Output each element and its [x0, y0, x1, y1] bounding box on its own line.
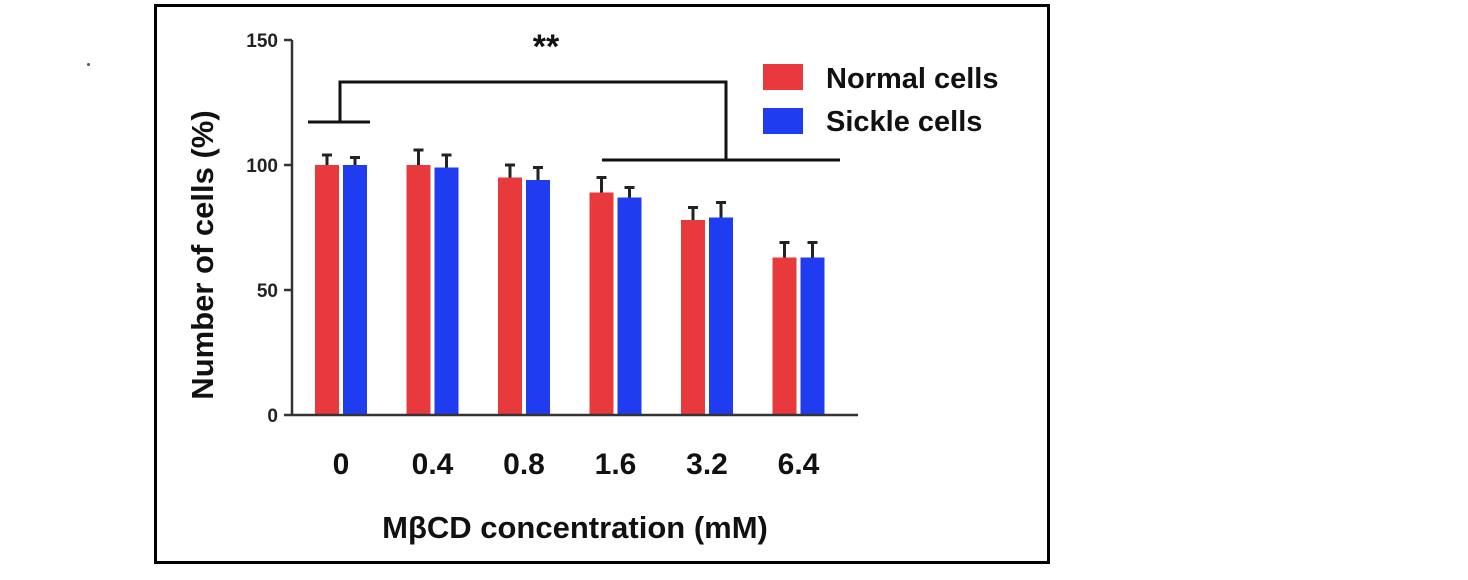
bar-sickle-0.4	[434, 167, 459, 415]
legend: Normal cells Sickle cells	[763, 63, 998, 138]
x-category-label: 0.8	[503, 448, 545, 481]
error-bar-sickle-0.8	[533, 166, 543, 180]
bar-normal-0.8	[498, 177, 522, 415]
error-bar-normal-0.8	[505, 163, 515, 178]
error-bar-sickle-6.4	[807, 241, 818, 258]
error-bar-sickle-3.2	[716, 201, 726, 218]
y-axis-title: Number of cells (%)	[185, 110, 220, 399]
bar-normal-1.6	[589, 192, 614, 415]
categories-layer: 0 0.4 0.8 1.6 3.2 6.4	[333, 448, 820, 481]
significance-bracket: **	[308, 28, 840, 162]
error-bar-sickle-1.6	[624, 186, 635, 198]
bar-normal-6.4	[772, 257, 797, 415]
y-tick-label: 100	[246, 156, 278, 177]
bar-sickle-3.2	[709, 217, 733, 415]
y-tick-label: 150	[246, 31, 278, 52]
bar-sickle-0	[343, 165, 367, 415]
bar-normal-0.4	[406, 165, 431, 415]
bar-sickle-0.8	[526, 180, 550, 415]
legend-label-normal: Normal cells	[826, 63, 998, 95]
legend-swatch-normal	[763, 64, 803, 90]
ticks-layer: 0 50 100 150	[246, 31, 292, 427]
x-category-label: 3.2	[686, 448, 728, 481]
bar-sickle-6.4	[800, 257, 825, 415]
error-bar-normal-3.2	[688, 206, 698, 220]
y-tick-label: 50	[257, 281, 278, 302]
bracket-left	[308, 80, 840, 162]
x-category-label: 0.4	[412, 448, 454, 481]
bars-layer	[315, 148, 825, 415]
error-bar-sickle-0	[350, 156, 360, 165]
error-bar-normal-0.4	[413, 148, 424, 165]
bar-sickle-1.6	[617, 197, 642, 415]
x-axis-title: MβCD concentration (mM)	[382, 510, 768, 545]
error-bar-normal-6.4	[779, 241, 790, 258]
bar-normal-3.2	[681, 220, 705, 415]
error-bar-sickle-0.4	[441, 153, 452, 168]
legend-swatch-sickle	[763, 108, 803, 134]
stray-dot	[87, 63, 90, 66]
axes-layer	[290, 40, 858, 417]
y-tick-label: 0	[267, 406, 278, 427]
figure-frame	[154, 4, 1050, 564]
x-category-label: 0	[333, 448, 350, 481]
x-category-label: 6.4	[778, 448, 820, 481]
x-category-label: 1.6	[595, 448, 637, 481]
legend-label-sickle: Sickle cells	[826, 106, 982, 138]
significance-label: **	[533, 28, 560, 66]
bar-normal-0	[315, 165, 339, 415]
error-bar-normal-1.6	[596, 176, 607, 193]
error-bar-normal-0	[322, 153, 332, 165]
